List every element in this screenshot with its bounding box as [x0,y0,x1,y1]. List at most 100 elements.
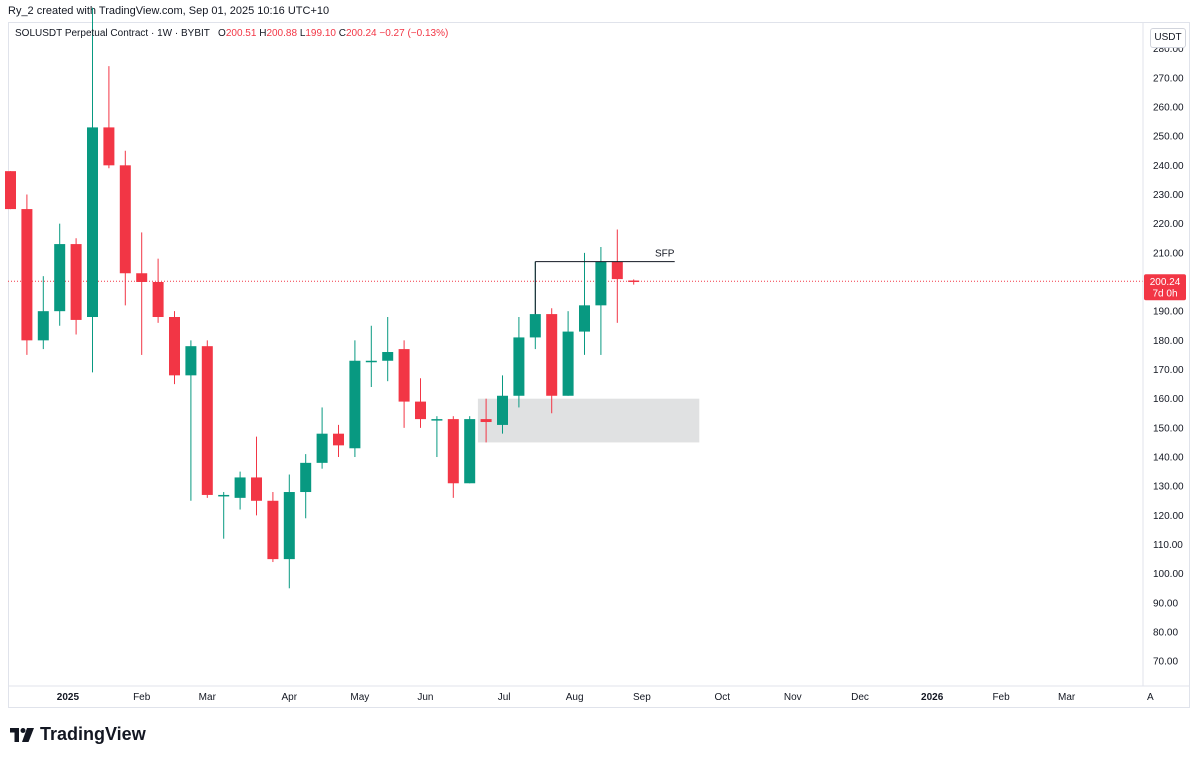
y-tick-label: 230.00 [1153,190,1184,201]
candle-body [251,477,262,501]
x-tick-label: Jun [417,692,433,703]
y-tick-label: 120.00 [1153,511,1184,522]
x-tick-label: Feb [133,692,151,703]
candle [283,474,295,589]
y-tick-label: 240.00 [1153,161,1184,172]
candle-body [480,419,492,423]
candle-body [333,433,344,446]
candle [201,340,213,498]
tradingview-logo-icon [10,727,34,742]
candle [169,311,180,385]
candle [464,416,476,484]
candle-body [611,261,623,280]
tradingview-logo-text: TradingView [40,724,146,744]
candle [185,340,197,501]
candle [136,232,148,355]
y-tick-label: 130.00 [1153,482,1184,493]
candle [497,375,508,434]
x-tick-label: 2026 [921,692,944,703]
candle-body [119,165,131,274]
candle [5,171,16,210]
candle-body [169,317,180,376]
tradingview-logo[interactable]: TradingView [10,724,146,745]
y-tick-label: 160.00 [1153,394,1184,405]
candle [87,7,98,373]
candle [119,150,131,306]
close-value: 200.24 [345,28,377,39]
candle-body [513,337,525,396]
open-label: O [218,28,226,39]
chart-frame[interactable] [8,22,1190,708]
y-tick-label: 210.00 [1153,248,1184,259]
candle-body [497,395,508,425]
x-tick-label: Aug [566,692,584,703]
candle [234,471,246,510]
y-tick-label: 70.00 [1153,657,1178,668]
candle-body [595,261,607,306]
x-tick-label: Mar [1058,692,1076,703]
candle-body [398,349,410,402]
candle [546,308,558,414]
candle-body [103,127,115,166]
y-tick-label: 150.00 [1153,423,1184,434]
candle [54,223,66,326]
candle-body [87,127,98,318]
close-label: C [338,28,346,39]
candle [480,398,492,443]
candle [349,340,361,458]
y-tick-label: 280.00 [1153,44,1184,55]
candle-body [136,273,148,282]
open-value: 200.51 [225,28,257,39]
symbol-legend: SOLUSDT Perpetual Contract · 1W · BYBIT … [15,28,448,39]
x-tick-label: Sep [633,692,651,703]
high-label: H [259,28,267,39]
candle-body [37,311,49,341]
price-tag-countdown: 7d 0h [1152,288,1177,299]
y-tick-label: 250.00 [1153,132,1184,143]
candle-body [546,314,558,396]
created-by-caption: Ry_2 created with TradingView.com, Sep 0… [8,5,330,17]
candle [579,252,590,355]
candle-body [349,360,361,449]
candle [415,378,426,428]
candle [316,407,328,469]
y-tick-label: 190.00 [1153,307,1184,318]
candle [218,492,230,539]
candle-body [529,314,541,338]
candle-body [300,462,312,493]
x-tick-label: A [1147,692,1154,703]
candle [300,454,312,519]
x-tick-label: Jul [498,692,511,703]
currency-selector[interactable]: USDT [1150,28,1186,48]
x-tick-label: 2025 [57,692,80,703]
high-value: 200.88 [266,28,298,39]
candle [595,246,607,355]
candle [365,325,377,388]
candle [398,340,410,428]
price-tag-box [1144,274,1186,301]
candle-body [628,280,640,283]
symbol-name[interactable]: SOLUSDT Perpetual Contract · 1W · BYBIT [15,28,210,39]
candle-body [201,346,213,495]
candle-body [579,305,590,332]
candle [267,492,279,563]
price-tag-value: 200.24 [1150,277,1181,288]
candle [70,238,82,335]
candle-body [267,500,279,560]
candle-body [5,171,16,210]
x-tick-label: Apr [282,692,298,703]
candle-body [70,244,82,320]
candle-body [464,419,476,484]
sfp-label: SFP [655,249,675,260]
x-tick-label: Oct [714,692,730,703]
candle [21,194,33,355]
candle-body [185,346,197,376]
y-tick-label: 220.00 [1153,219,1184,230]
candle-body [234,477,246,498]
candle-body [21,209,33,341]
low-label: L [299,28,306,39]
candle [447,416,459,498]
candle [628,279,640,285]
y-tick-label: 80.00 [1153,628,1178,639]
